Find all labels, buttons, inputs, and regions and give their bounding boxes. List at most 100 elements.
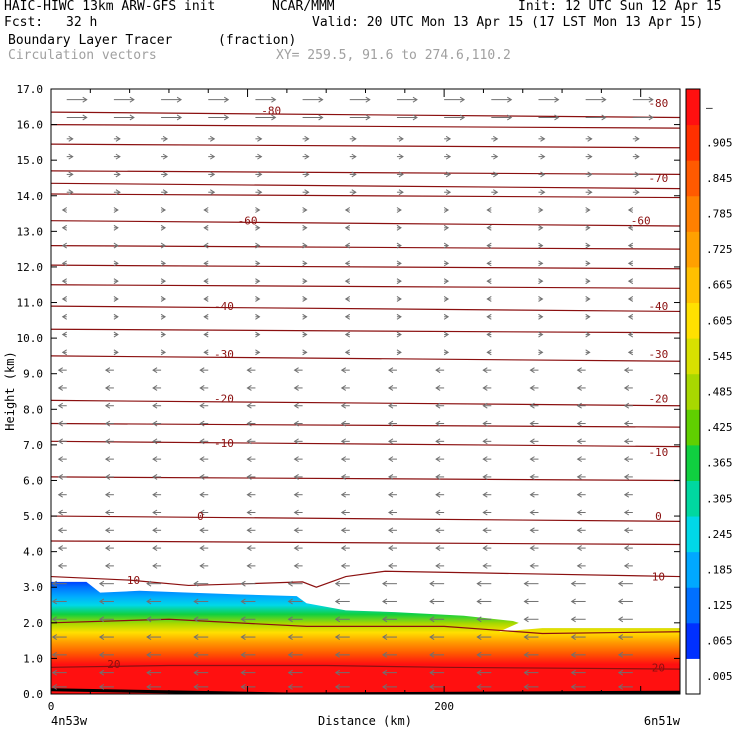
vector-arrow — [160, 296, 167, 302]
isotherm-label: -20 — [214, 393, 234, 406]
vector-arrow — [160, 242, 167, 249]
vector-arrow — [388, 509, 397, 516]
isotherm-line — [51, 123, 680, 129]
vector-arrow — [302, 114, 324, 121]
vector-arrow — [340, 545, 350, 552]
vector-arrow — [482, 456, 492, 463]
colorbar-label: .425 — [706, 421, 733, 434]
vector-arrow — [529, 385, 539, 391]
vector-arrow — [113, 331, 119, 338]
vector-arrow — [66, 135, 74, 142]
vector-arrow — [104, 456, 114, 463]
vector-arrow — [443, 224, 450, 231]
colorbar-swatch — [686, 373, 700, 410]
vector-arrow — [246, 420, 256, 427]
vector-arrow — [57, 491, 67, 498]
vector-arrow — [388, 545, 397, 552]
vector-arrow — [104, 367, 114, 374]
vector-arrow — [443, 349, 450, 356]
vector-arrow — [396, 296, 402, 302]
vector-arrow — [482, 562, 492, 569]
vector-arrow — [61, 331, 67, 338]
colorbar-label: .725 — [706, 243, 733, 256]
isotherm-line — [51, 244, 680, 250]
vector-arrow — [302, 242, 308, 249]
vector-arrow — [51, 616, 67, 623]
vector-arrow — [98, 634, 114, 640]
vector-arrow — [104, 473, 114, 480]
vector-arrow — [617, 634, 633, 640]
vector-arrow — [529, 545, 539, 552]
vector-arrow — [287, 651, 303, 658]
circulation-vectors — [51, 96, 654, 690]
vector-arrow — [349, 171, 357, 178]
vector-arrow — [334, 580, 350, 587]
colorbar-label: .065 — [706, 635, 733, 648]
vector-arrow — [61, 242, 67, 249]
vector-arrow — [193, 651, 209, 658]
isotherm-line — [51, 440, 680, 448]
vector-arrow — [576, 562, 586, 569]
colorbar-label: .605 — [706, 314, 733, 327]
vector-arrow — [51, 598, 67, 605]
vector-arrow — [623, 562, 633, 569]
vector-arrow — [388, 456, 397, 463]
colorbar-swatch — [686, 124, 700, 161]
vector-arrow — [334, 634, 350, 640]
y-tick-label: 2.0 — [23, 617, 43, 630]
vector-arrow — [113, 278, 119, 285]
isotherm-line — [51, 422, 680, 428]
vector-arrow — [523, 580, 539, 587]
vector-arrow — [576, 491, 586, 498]
vector-arrow — [435, 527, 445, 534]
vector-arrow — [340, 438, 350, 445]
vector-arrow — [491, 171, 499, 178]
vector-arrow — [443, 260, 450, 267]
isotherm-line — [51, 182, 680, 190]
vector-arrow — [246, 438, 256, 445]
vector-arrow — [382, 634, 397, 640]
colorbar-label: .185 — [706, 563, 733, 576]
vector-arrow — [240, 634, 256, 640]
vector-arrow — [246, 527, 256, 534]
isotherm-label: -40 — [214, 300, 234, 313]
vector-arrow — [576, 456, 586, 463]
isotherm-label: -70 — [648, 172, 668, 185]
vector-arrow — [632, 171, 640, 178]
vector-arrow — [152, 509, 162, 516]
vector-arrow — [152, 527, 162, 534]
vector-arrow — [146, 669, 162, 676]
vector-arrow — [529, 527, 539, 534]
vector-arrow — [435, 545, 445, 552]
vector-arrow — [255, 296, 261, 302]
vector-arrow — [146, 634, 162, 640]
forecast-hours: 32 h — [66, 15, 98, 30]
vector-arrow — [302, 153, 310, 160]
vector-arrow — [435, 402, 445, 409]
colorbar-swatch — [686, 480, 700, 517]
isotherm-line — [51, 264, 680, 270]
isotherm-label: -40 — [648, 300, 668, 313]
vector-arrow — [491, 114, 513, 121]
y-tick-label: 7.0 — [23, 439, 43, 452]
vector-arrow — [302, 171, 310, 178]
vector-arrow — [98, 683, 114, 690]
vector-arrow — [246, 509, 256, 516]
vector-arrow — [208, 135, 216, 142]
vector-arrow — [104, 562, 114, 569]
contour-labels: -80 -80 -70 -60 -60 -40 -40 -30 -30 -20 -20 -10 -10 0… — [107, 97, 668, 674]
colorbar-label: .125 — [706, 599, 733, 612]
vector-arrow — [255, 224, 261, 231]
vector-arrow — [617, 580, 633, 587]
vector-arrow — [429, 580, 445, 587]
vector-arrow — [435, 367, 445, 374]
colorbar-label: .905 — [706, 136, 733, 149]
vector-arrow — [334, 598, 350, 605]
vector-arrow — [161, 96, 183, 103]
vector-arrow — [51, 669, 67, 676]
isotherm-label: -60 — [238, 215, 258, 228]
vector-arrow — [340, 509, 350, 516]
colorbar-swatch — [686, 231, 700, 268]
vector-arrow — [529, 402, 539, 409]
isotherm-label: -30 — [648, 348, 668, 361]
